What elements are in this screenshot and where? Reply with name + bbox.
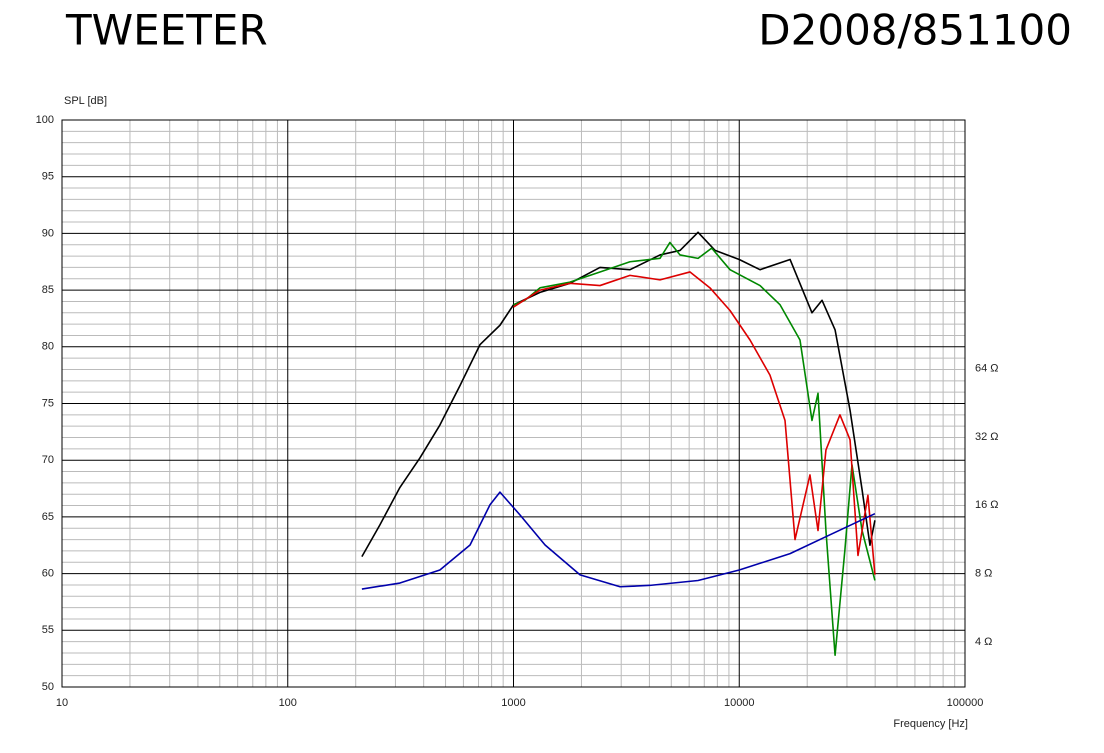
- x-tick-label: 1000: [501, 697, 525, 709]
- y-tick-label: 55: [42, 624, 54, 636]
- y-tick-label: 80: [42, 341, 54, 353]
- x-tick-label: 100: [279, 697, 297, 709]
- chart-title: TWEETER: [65, 6, 268, 55]
- y-axis-label: SPL [dB]: [64, 95, 107, 107]
- y-tick-label: 75: [42, 397, 54, 409]
- y-tick-label: 50: [42, 681, 54, 693]
- y2-tick-label: 4 Ω: [975, 636, 992, 648]
- y-tick-label: 85: [42, 284, 54, 296]
- y2-tick-label: 8 Ω: [975, 568, 992, 580]
- y-tick-label: 100: [36, 114, 54, 126]
- x-tick-label: 10: [56, 697, 68, 709]
- chart-subtitle: D2008/851100: [758, 6, 1072, 55]
- y2-tick-label: 64 Ω: [975, 363, 999, 375]
- y2-tick-label: 16 Ω: [975, 499, 999, 511]
- y-tick-label: 90: [42, 227, 54, 239]
- plot-frame: [61, 119, 966, 688]
- series-line: [513, 241, 876, 657]
- y-tick-label: 95: [42, 171, 54, 183]
- series-line: [513, 271, 876, 575]
- y2-tick-label: 32 Ω: [975, 431, 999, 443]
- x-tick-label: 10000: [724, 697, 755, 709]
- y-tick-label: 65: [42, 511, 54, 523]
- x-tick-label: 100000: [947, 697, 984, 709]
- series-line: [361, 491, 876, 590]
- y-tick-label: 60: [42, 568, 54, 580]
- x-axis-label: Frequency [Hz]: [893, 718, 968, 730]
- series-line: [361, 231, 876, 557]
- y-tick-label: 70: [42, 454, 54, 466]
